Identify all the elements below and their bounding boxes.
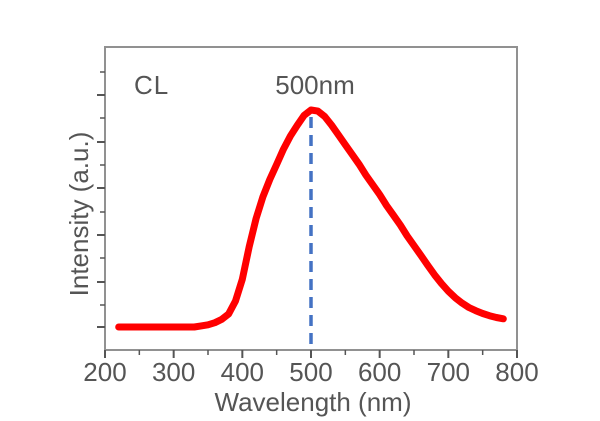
corner-label: CL bbox=[134, 70, 170, 100]
x-tick-label: 200 bbox=[83, 357, 126, 387]
x-tick-label: 300 bbox=[152, 357, 195, 387]
x-tick-label: 800 bbox=[495, 357, 538, 387]
peak-annotation: 500nm bbox=[275, 70, 355, 100]
cl-spectrum-curve bbox=[115, 106, 507, 331]
x-tick-label: 700 bbox=[427, 357, 470, 387]
x-axis-title: Wavelength (nm) bbox=[214, 387, 412, 417]
x-tick-label: 400 bbox=[221, 357, 264, 387]
x-tick-label: 600 bbox=[358, 357, 401, 387]
x-tick-label: 500 bbox=[289, 357, 332, 387]
y-axis-title: Intensity (a.u.) bbox=[64, 131, 94, 297]
